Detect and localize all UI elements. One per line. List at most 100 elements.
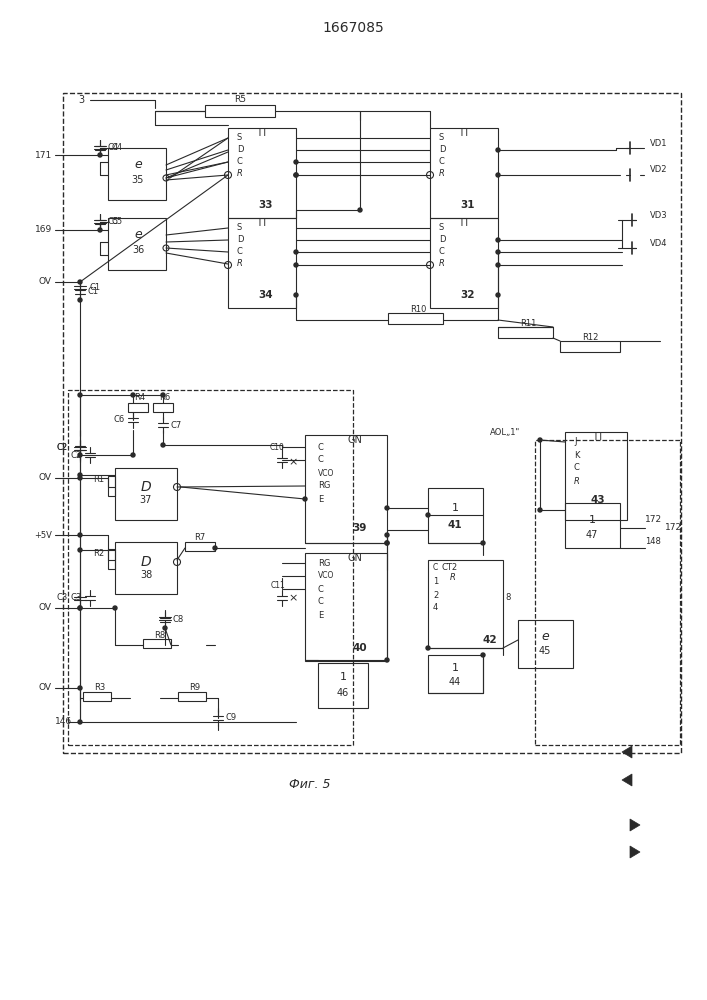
Text: C: C <box>318 456 324 464</box>
Text: C10: C10 <box>270 444 285 452</box>
Text: CT2: CT2 <box>442 564 458 572</box>
Circle shape <box>78 720 82 724</box>
Circle shape <box>481 541 485 545</box>
Text: C2: C2 <box>71 450 82 460</box>
Text: 43: 43 <box>590 495 605 505</box>
Text: OV: OV <box>39 603 52 612</box>
Circle shape <box>131 453 135 457</box>
Text: 172: 172 <box>645 516 662 524</box>
Bar <box>178 692 206 701</box>
Bar <box>305 553 387 661</box>
Bar <box>108 476 115 496</box>
Text: 3: 3 <box>78 95 84 105</box>
Circle shape <box>78 393 82 397</box>
Bar <box>518 620 573 668</box>
Text: E: E <box>318 610 323 619</box>
Bar <box>143 639 171 648</box>
Text: R3: R3 <box>94 684 105 692</box>
Text: 169: 169 <box>35 226 52 234</box>
Bar <box>108 218 166 270</box>
Text: VCO: VCO <box>318 468 334 478</box>
Circle shape <box>213 546 217 550</box>
Circle shape <box>294 293 298 297</box>
Text: 1: 1 <box>452 663 459 673</box>
Text: 32: 32 <box>461 290 475 300</box>
Bar <box>108 549 115 569</box>
Text: C2: C2 <box>57 444 68 452</box>
Text: RG: RG <box>318 482 330 490</box>
Bar <box>153 403 173 412</box>
Text: D: D <box>141 555 151 569</box>
Circle shape <box>496 250 500 254</box>
Text: R6: R6 <box>159 393 170 402</box>
Bar <box>430 128 498 218</box>
Text: D: D <box>141 480 151 494</box>
Circle shape <box>294 173 298 177</box>
Text: C11: C11 <box>270 580 285 589</box>
Text: C6: C6 <box>114 416 125 424</box>
Text: 35: 35 <box>132 175 144 185</box>
Text: 146: 146 <box>55 718 72 726</box>
Text: C5: C5 <box>112 218 123 227</box>
Text: C: C <box>439 247 445 256</box>
Bar <box>185 542 215 551</box>
Text: TT: TT <box>458 128 470 138</box>
Text: 46: 46 <box>337 688 349 698</box>
Bar <box>428 488 483 543</box>
Polygon shape <box>630 819 640 831</box>
Text: 40: 40 <box>353 643 368 653</box>
Circle shape <box>98 153 102 157</box>
Text: C5: C5 <box>108 218 119 227</box>
Text: C9: C9 <box>226 714 237 722</box>
Text: R1: R1 <box>93 476 104 485</box>
Text: C: C <box>237 157 243 166</box>
Text: S: S <box>237 224 243 232</box>
Circle shape <box>481 653 485 657</box>
Text: C: C <box>318 584 324 593</box>
Text: 1: 1 <box>339 672 346 682</box>
Text: R8: R8 <box>154 631 165 640</box>
Bar <box>115 468 177 520</box>
Text: АОL„1": АОL„1" <box>490 428 520 436</box>
Circle shape <box>78 476 82 480</box>
Text: VD1: VD1 <box>650 138 667 147</box>
Text: 1667085: 1667085 <box>322 21 384 35</box>
Text: R12: R12 <box>582 332 598 342</box>
Text: 39: 39 <box>353 523 367 533</box>
Text: 38: 38 <box>140 570 152 580</box>
Bar <box>128 403 148 412</box>
Text: R7: R7 <box>194 534 206 542</box>
Circle shape <box>385 658 389 662</box>
Circle shape <box>78 548 82 552</box>
Text: C3: C3 <box>71 593 82 602</box>
Text: 1: 1 <box>452 503 459 513</box>
Text: TT: TT <box>592 432 604 442</box>
Bar <box>68 390 353 745</box>
Text: S: S <box>439 224 444 232</box>
Bar <box>498 327 553 338</box>
Text: 41: 41 <box>448 520 462 530</box>
Text: C: C <box>237 247 243 256</box>
Circle shape <box>385 541 389 545</box>
Text: 2: 2 <box>433 590 438 599</box>
Text: C: C <box>318 597 324 606</box>
Circle shape <box>78 533 82 537</box>
Circle shape <box>113 606 117 610</box>
Text: D: D <box>237 235 243 244</box>
Circle shape <box>78 686 82 690</box>
Text: R4: R4 <box>134 393 146 402</box>
Text: OV: OV <box>39 684 52 692</box>
Bar <box>228 218 296 308</box>
Bar <box>428 655 483 693</box>
Circle shape <box>496 173 500 177</box>
Circle shape <box>161 393 165 397</box>
Polygon shape <box>622 746 632 758</box>
Circle shape <box>385 533 389 537</box>
Text: 1: 1 <box>433 578 438 586</box>
Text: +5V: +5V <box>34 530 52 540</box>
Text: 1: 1 <box>588 515 595 525</box>
Text: e: e <box>541 631 549 644</box>
Text: J: J <box>574 438 576 446</box>
Text: R9: R9 <box>189 684 201 692</box>
Text: R: R <box>439 259 445 268</box>
